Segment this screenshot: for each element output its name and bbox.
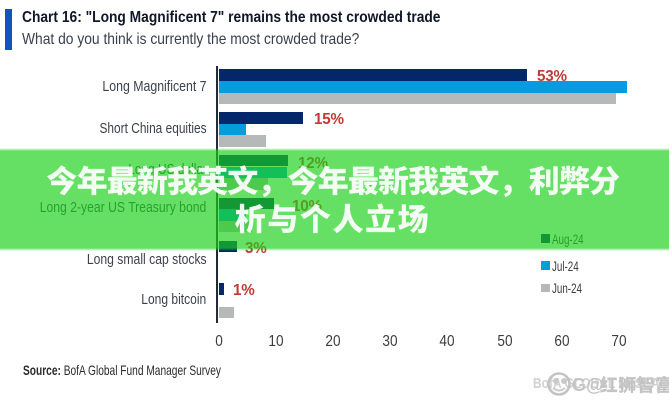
svg-text:G@: G@ — [572, 375, 604, 395]
